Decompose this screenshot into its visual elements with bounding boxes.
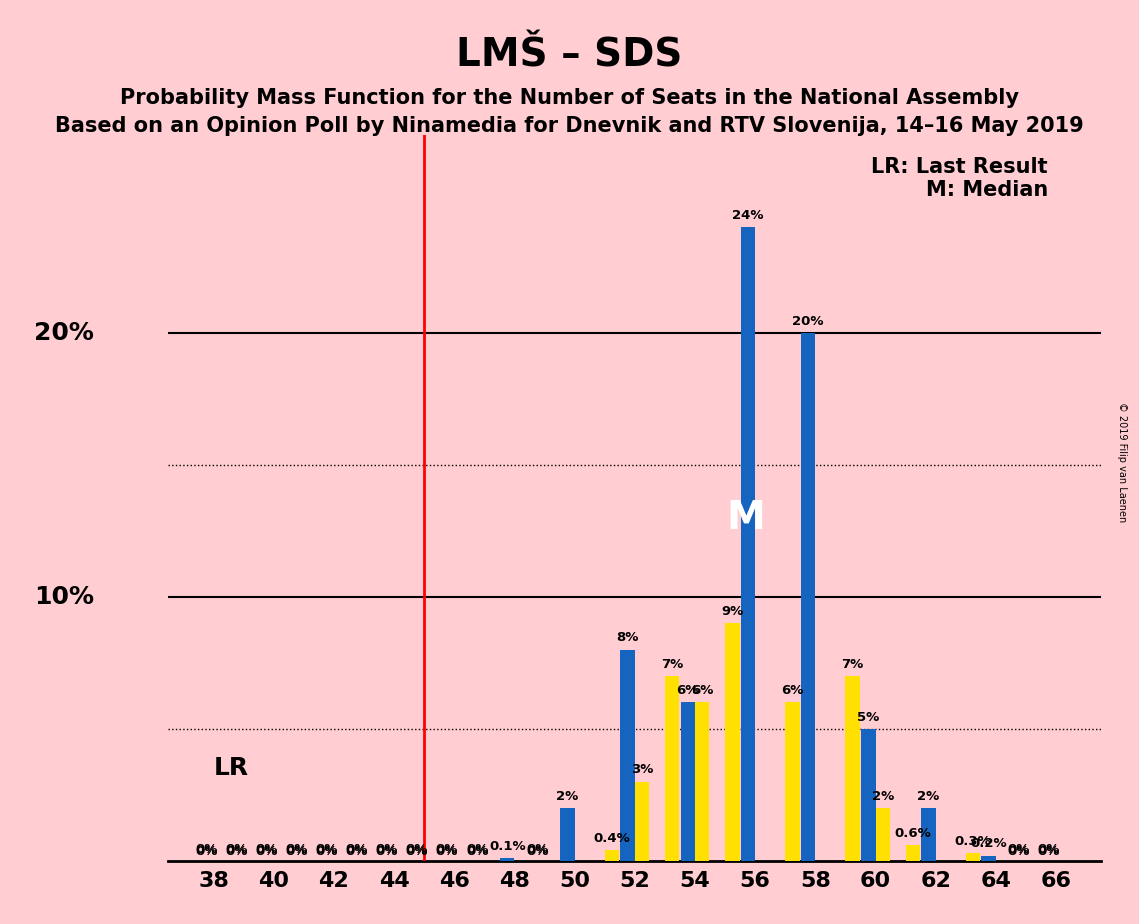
Text: 0.4%: 0.4% [593, 832, 630, 845]
Text: M: M [727, 499, 765, 537]
Bar [906, 845, 920, 861]
Text: 0.1%: 0.1% [489, 840, 525, 853]
Text: LMŠ – SDS: LMŠ – SDS [457, 37, 682, 75]
Bar [665, 676, 679, 861]
Text: 0%: 0% [1008, 845, 1030, 858]
Bar [634, 782, 649, 861]
Text: 0.2%: 0.2% [970, 837, 1007, 850]
Text: 0%: 0% [255, 843, 278, 856]
Text: 0%: 0% [405, 845, 428, 858]
Bar [982, 856, 995, 861]
Text: 0%: 0% [405, 843, 428, 856]
Text: 20%: 20% [793, 315, 823, 328]
Text: M: Median: M: Median [926, 180, 1048, 201]
Bar [921, 808, 936, 861]
Text: 0%: 0% [376, 845, 398, 858]
Text: 5%: 5% [858, 711, 879, 723]
Bar [740, 227, 755, 861]
Text: 0%: 0% [1008, 843, 1030, 856]
Text: 0%: 0% [436, 843, 458, 856]
Bar [801, 333, 816, 861]
Text: 7%: 7% [661, 658, 683, 671]
Text: 0%: 0% [1038, 845, 1060, 858]
Text: 6%: 6% [691, 684, 713, 698]
Text: 0%: 0% [195, 845, 218, 858]
Text: 0%: 0% [195, 843, 218, 856]
Text: 9%: 9% [721, 605, 744, 618]
Text: LR: Last Result: LR: Last Result [871, 157, 1048, 177]
Text: 0.3%: 0.3% [954, 834, 991, 847]
Bar [680, 702, 695, 861]
Text: 10%: 10% [34, 585, 93, 609]
Text: 8%: 8% [616, 631, 639, 644]
Bar [785, 702, 800, 861]
Text: 2%: 2% [917, 790, 940, 803]
Text: Probability Mass Function for the Number of Seats in the National Assembly: Probability Mass Function for the Number… [120, 88, 1019, 108]
Text: 0%: 0% [345, 845, 368, 858]
Text: 0.6%: 0.6% [894, 827, 932, 840]
Text: 0%: 0% [466, 845, 489, 858]
Bar [695, 702, 710, 861]
Text: 0%: 0% [226, 843, 247, 856]
Text: 0%: 0% [466, 843, 489, 856]
Text: 7%: 7% [842, 658, 863, 671]
Text: 0%: 0% [255, 845, 278, 858]
Text: 0%: 0% [526, 843, 549, 856]
Text: 0%: 0% [316, 845, 338, 858]
Text: 0%: 0% [1038, 843, 1060, 856]
Bar [845, 676, 860, 861]
Text: 0%: 0% [286, 843, 308, 856]
Text: 6%: 6% [677, 684, 699, 698]
Text: Based on an Opinion Poll by Ninamedia for Dnevnik and RTV Slovenija, 14–16 May 2: Based on an Opinion Poll by Ninamedia fo… [55, 116, 1084, 136]
Bar [726, 624, 739, 861]
Text: LR: LR [213, 757, 248, 781]
Text: 0%: 0% [226, 845, 247, 858]
Text: © 2019 Filip van Laenen: © 2019 Filip van Laenen [1117, 402, 1126, 522]
Bar [500, 858, 515, 861]
Bar [621, 650, 634, 861]
Text: 6%: 6% [781, 684, 804, 698]
Bar [560, 808, 575, 861]
Bar [876, 808, 890, 861]
Text: 2%: 2% [871, 790, 894, 803]
Text: 0%: 0% [526, 845, 549, 858]
Bar [605, 850, 620, 861]
Bar [966, 853, 981, 861]
Text: 0%: 0% [345, 843, 368, 856]
Text: 2%: 2% [556, 790, 579, 803]
Text: 0%: 0% [376, 843, 398, 856]
Bar [861, 729, 876, 861]
Text: 0%: 0% [316, 843, 338, 856]
Text: 24%: 24% [732, 209, 764, 222]
Text: 0%: 0% [436, 845, 458, 858]
Text: 3%: 3% [631, 763, 654, 776]
Text: 0%: 0% [286, 845, 308, 858]
Text: 20%: 20% [34, 321, 93, 345]
